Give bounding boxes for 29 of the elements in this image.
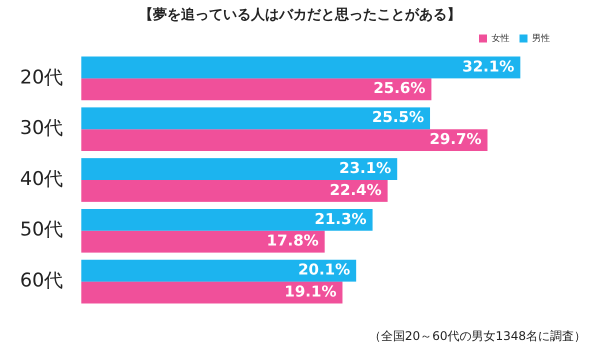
bar bbox=[81, 282, 342, 304]
bar bbox=[81, 208, 373, 231]
bar bbox=[81, 78, 432, 100]
data-label: 25.6% bbox=[373, 79, 426, 98]
y-tick-label: 50代 bbox=[20, 218, 64, 241]
bar bbox=[81, 180, 388, 202]
data-label: 20.1% bbox=[298, 260, 350, 279]
data-label: 23.1% bbox=[339, 158, 392, 177]
data-label: 29.7% bbox=[429, 130, 482, 148]
y-tick-label: 60代 bbox=[20, 270, 64, 292]
bar bbox=[81, 230, 325, 253]
data-label: 19.1% bbox=[284, 282, 336, 300]
y-tick-label: 40代 bbox=[20, 168, 64, 190]
bar bbox=[81, 107, 430, 130]
bar bbox=[81, 260, 356, 282]
y-tick-label: 30代 bbox=[20, 117, 64, 140]
bar bbox=[81, 158, 398, 180]
y-tick-label: 20代 bbox=[20, 66, 64, 88]
data-label: 32.1% bbox=[462, 57, 514, 76]
bar bbox=[81, 129, 488, 152]
chart-title: 【夢を追っている人はバカだと思ったことがある】 bbox=[138, 6, 462, 24]
legend-label: 女性 bbox=[492, 32, 510, 43]
text: （全国20～60代の男女1348名に調査） bbox=[368, 328, 586, 345]
data-label: 21.3% bbox=[314, 210, 367, 228]
data-label: 22.4% bbox=[330, 180, 382, 199]
data-label: 17.8% bbox=[266, 232, 319, 250]
data-label: 25.5% bbox=[372, 108, 424, 126]
legend-label: 男性 bbox=[532, 32, 550, 43]
bar bbox=[81, 56, 520, 78]
